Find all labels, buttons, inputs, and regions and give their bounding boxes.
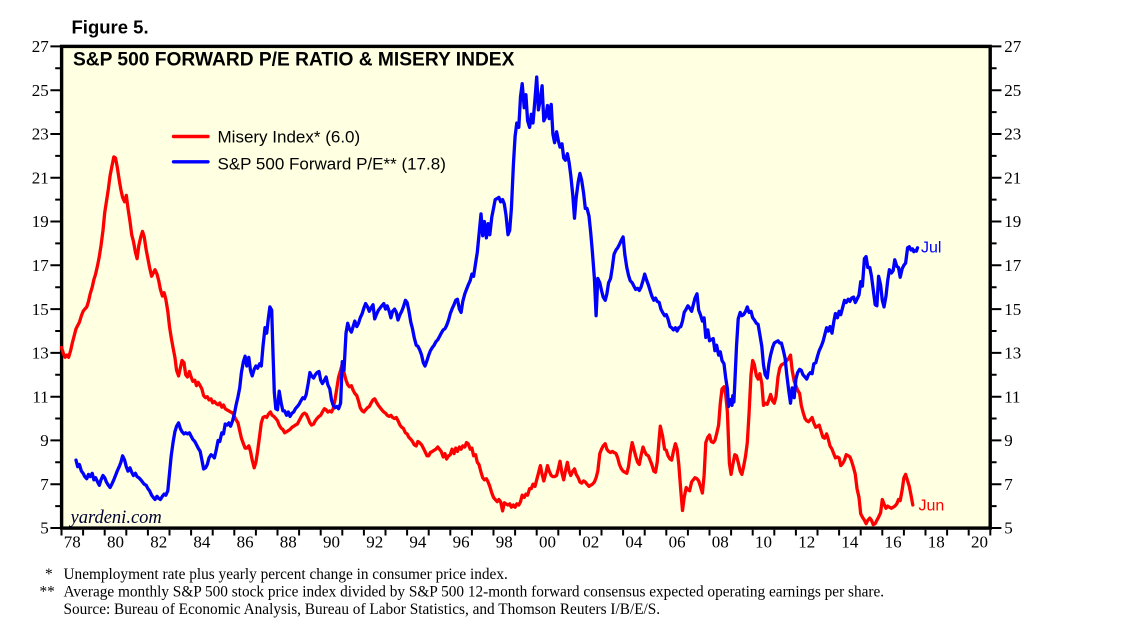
svg-text:Average monthly S&P 500 stock: Average monthly S&P 500 stock price inde… <box>64 584 885 601</box>
svg-text:06: 06 <box>669 533 686 552</box>
svg-text:14: 14 <box>841 533 859 552</box>
svg-text:*: * <box>45 566 53 583</box>
svg-text:9: 9 <box>40 431 49 450</box>
svg-text:Unemployment rate plus yearly: Unemployment rate plus yearly percent ch… <box>64 566 508 583</box>
svg-text:94: 94 <box>409 533 427 552</box>
svg-text:5: 5 <box>1004 519 1013 538</box>
svg-text:Source: Bureau of Economic Ana: Source: Bureau of Economic Analysis, Bur… <box>64 601 661 618</box>
svg-text:yardeni.com: yardeni.com <box>69 508 162 528</box>
svg-text:25: 25 <box>32 81 49 100</box>
svg-text:10: 10 <box>755 533 772 552</box>
svg-text:9: 9 <box>1004 431 1013 450</box>
svg-text:11: 11 <box>32 387 48 406</box>
svg-text:**: ** <box>40 584 55 601</box>
svg-text:S&P 500 FORWARD P/E RATIO & MI: S&P 500 FORWARD P/E RATIO & MISERY INDEX <box>73 50 515 71</box>
svg-text:08: 08 <box>712 533 729 552</box>
svg-text:21: 21 <box>32 168 49 187</box>
svg-text:17: 17 <box>32 256 50 275</box>
svg-text:13: 13 <box>32 344 49 363</box>
svg-text:88: 88 <box>280 533 297 552</box>
svg-text:12: 12 <box>798 533 815 552</box>
svg-text:00: 00 <box>539 533 556 552</box>
svg-text:17: 17 <box>1004 256 1022 275</box>
svg-text:86: 86 <box>237 533 254 552</box>
svg-text:S&P 500 Forward P/E** (17.8): S&P 500 Forward P/E** (17.8) <box>218 154 446 173</box>
svg-text:21: 21 <box>1004 168 1021 187</box>
svg-text:13: 13 <box>1004 344 1021 363</box>
svg-text:Misery Index* (6.0): Misery Index* (6.0) <box>218 127 361 146</box>
svg-text:15: 15 <box>32 300 49 319</box>
svg-text:Figure 5.: Figure 5. <box>72 16 149 37</box>
svg-text:98: 98 <box>496 533 513 552</box>
svg-text:Jul: Jul <box>921 240 941 257</box>
svg-text:11: 11 <box>1004 387 1020 406</box>
svg-text:84: 84 <box>193 533 211 552</box>
svg-text:27: 27 <box>32 37 50 56</box>
svg-text:5: 5 <box>40 519 49 538</box>
svg-text:96: 96 <box>453 533 470 552</box>
svg-text:15: 15 <box>1004 300 1021 319</box>
svg-text:04: 04 <box>625 533 643 552</box>
svg-text:19: 19 <box>1004 212 1021 231</box>
svg-text:18: 18 <box>928 533 945 552</box>
svg-text:23: 23 <box>1004 125 1021 144</box>
svg-text:80: 80 <box>107 533 124 552</box>
svg-text:92: 92 <box>366 533 383 552</box>
svg-text:82: 82 <box>150 533 167 552</box>
svg-text:7: 7 <box>1004 475 1013 494</box>
svg-text:19: 19 <box>32 212 49 231</box>
svg-text:27: 27 <box>1004 37 1022 56</box>
svg-text:02: 02 <box>582 533 599 552</box>
svg-text:Jun: Jun <box>919 498 945 515</box>
svg-text:16: 16 <box>885 533 902 552</box>
svg-text:7: 7 <box>40 475 49 494</box>
svg-text:25: 25 <box>1004 81 1021 100</box>
svg-text:23: 23 <box>32 125 49 144</box>
svg-text:90: 90 <box>323 533 340 552</box>
svg-text:20: 20 <box>971 533 988 552</box>
svg-text:78: 78 <box>64 533 81 552</box>
